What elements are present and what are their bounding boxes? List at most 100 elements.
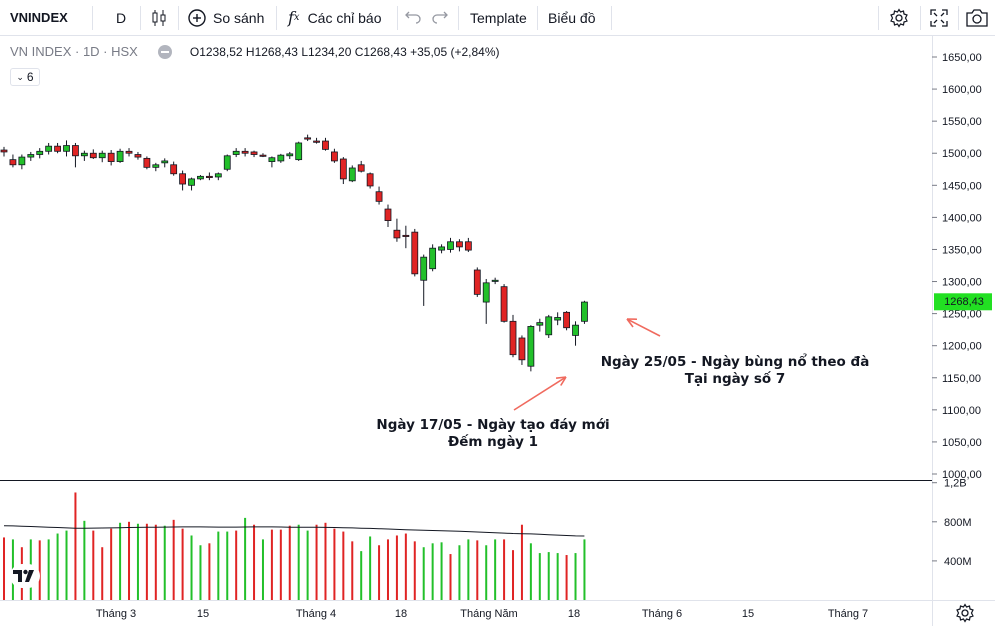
- candle-body: [81, 153, 87, 156]
- axis-settings-button[interactable]: [955, 603, 977, 625]
- volume-bar: [92, 531, 94, 600]
- candle-body: [421, 257, 427, 280]
- ohlc-values: O1238,52 H1268,43 L1234,20 C1268,43 +35,…: [190, 45, 500, 59]
- time-axis-label: 15: [197, 608, 209, 620]
- high-value: H1268,43: [246, 45, 298, 59]
- candle-body: [19, 157, 25, 165]
- volume-bar: [128, 522, 130, 600]
- indicator-count: 6: [27, 70, 34, 84]
- annotation-bottom-day[interactable]: Ngày 17/05 - Ngày tạo đáy mới Đếm ngày 1: [372, 417, 614, 451]
- volume-bar: [414, 541, 416, 600]
- price-axis-label: 1050,00: [942, 437, 982, 449]
- candle-body: [10, 160, 16, 165]
- candle-body: [465, 242, 471, 250]
- candle-body: [135, 155, 141, 158]
- volume-bar: [39, 540, 41, 600]
- volume-bar: [539, 553, 541, 600]
- candle-body: [260, 155, 266, 156]
- annotation-arrow: [627, 319, 660, 336]
- candle-body: [287, 154, 293, 156]
- price-axis-label: 1550,00: [942, 116, 982, 128]
- volume-bar: [583, 539, 585, 600]
- candle-body: [305, 138, 311, 139]
- volume-bar: [450, 554, 452, 600]
- candle-body: [340, 159, 346, 179]
- indicators-collapse-toggle[interactable]: ⌄ 6: [10, 68, 40, 86]
- visibility-icon[interactable]: [158, 45, 172, 59]
- volume-axis-label: 1,2B: [944, 478, 967, 490]
- volume-bar: [217, 532, 219, 600]
- time-axis-label: 18: [395, 608, 407, 620]
- candle-body: [349, 168, 355, 181]
- annotation-breakout-day[interactable]: Ngày 25/05 - Ngày bùng nổ theo đà Tại ng…: [598, 354, 872, 388]
- volume-axis-label: 400M: [944, 556, 972, 568]
- current-price-tag: 1268,43: [935, 293, 993, 310]
- volume-bar: [405, 534, 407, 600]
- candle-body: [501, 287, 507, 322]
- candle-body: [224, 156, 230, 169]
- candle-body: [144, 158, 150, 167]
- candle-body: [242, 151, 248, 153]
- volume-bar: [575, 553, 577, 600]
- candle-body: [90, 153, 96, 157]
- volume-bar: [289, 526, 291, 600]
- candle-body: [153, 165, 159, 168]
- candle-body: [37, 151, 43, 154]
- candle-body: [171, 165, 177, 174]
- candle-body: [537, 323, 543, 326]
- volume-bar: [74, 492, 76, 600]
- candle-body: [492, 280, 498, 281]
- price-axis-label: 1450,00: [942, 180, 982, 192]
- volume-bar: [557, 553, 559, 600]
- candle-body: [403, 235, 409, 236]
- volume-bar: [530, 543, 532, 600]
- volume-bar: [83, 521, 85, 600]
- volume-bar: [441, 542, 443, 600]
- volume-bar: [423, 547, 425, 600]
- volume-bar: [351, 541, 353, 600]
- volume-bar: [119, 523, 121, 600]
- candle-body: [528, 326, 534, 366]
- chart-legend: VN INDEX · 1D · HSX O1238,52 H1268,43 L1…: [10, 44, 500, 59]
- tradingview-logo[interactable]: [10, 564, 40, 588]
- candle-body: [215, 174, 221, 177]
- volume-bar: [66, 531, 68, 600]
- time-axis-label: 15: [742, 608, 754, 620]
- candle-body: [197, 176, 203, 179]
- close-value: C1268,43: [355, 45, 407, 59]
- volume-bar: [298, 525, 300, 600]
- volume-bar: [324, 523, 326, 600]
- candle-body: [269, 158, 275, 162]
- candle-body: [331, 152, 337, 161]
- volume-bar: [208, 543, 210, 600]
- volume-bar: [280, 530, 282, 600]
- current-price-label: 1268,43: [944, 296, 984, 308]
- candle-body: [358, 165, 364, 171]
- time-axis-label: Tháng 3: [96, 608, 136, 620]
- volume-axis-label: 800M: [944, 517, 972, 529]
- volume-bar: [164, 526, 166, 600]
- volume-bar: [199, 545, 201, 600]
- candle-body: [483, 283, 489, 302]
- candle-body: [430, 248, 436, 269]
- chevron-down-icon: ⌄: [16, 72, 24, 83]
- volume-bar: [521, 525, 523, 600]
- annotation-line: Ngày 17/05 - Ngày tạo đáy mới: [372, 417, 614, 434]
- volume-bar: [191, 535, 193, 600]
- volume-bar: [378, 545, 380, 600]
- candle-body: [189, 179, 195, 185]
- candle-body: [519, 338, 525, 360]
- time-axis-label: Tháng 6: [642, 608, 682, 620]
- candle-body: [117, 151, 123, 161]
- volume-bar: [333, 529, 335, 600]
- time-axis-label: Tháng Năm: [460, 608, 517, 620]
- volume-bar: [146, 524, 148, 600]
- candle-body: [412, 232, 418, 274]
- volume-bar: [548, 552, 550, 600]
- volume-bar: [512, 550, 514, 600]
- gear-icon: [955, 603, 975, 623]
- candle-body: [1, 150, 7, 152]
- time-axis-label: 18: [568, 608, 580, 620]
- candle-body: [46, 146, 52, 151]
